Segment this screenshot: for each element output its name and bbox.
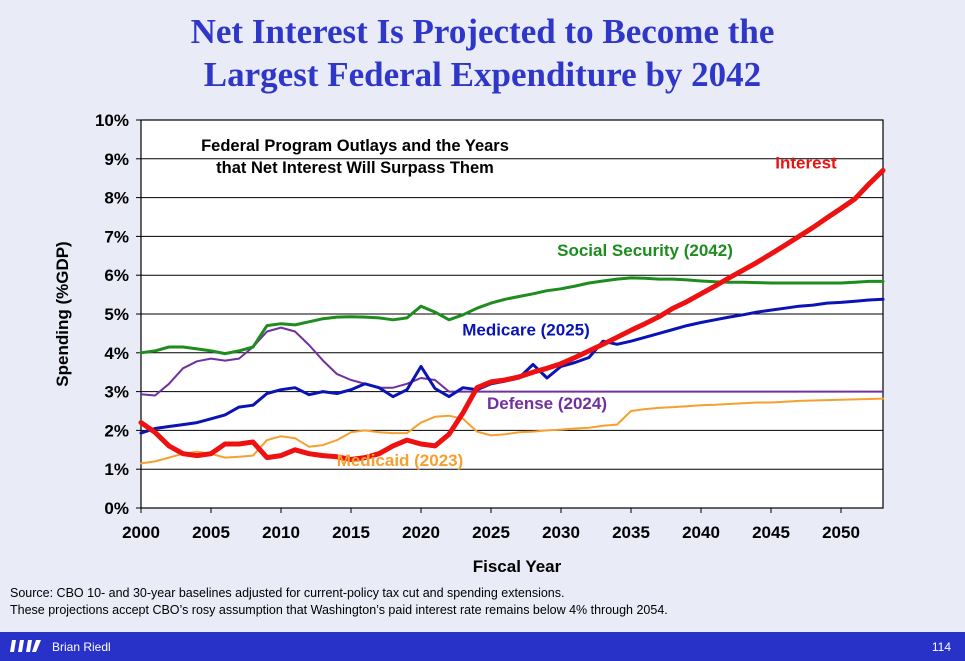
x-tick-label: 2045 bbox=[752, 523, 790, 542]
plot-border bbox=[140, 119, 884, 509]
page-number: 114 bbox=[931, 640, 951, 654]
y-axis-title: Spending (%GDP) bbox=[53, 241, 72, 386]
x-tick-label: 2035 bbox=[612, 523, 650, 542]
source-line2: These projections accept CBO’s rosy assu… bbox=[10, 603, 668, 617]
y-tick-label: 8% bbox=[104, 189, 129, 208]
y-tick-label: 10% bbox=[95, 111, 129, 130]
chart-title-line2: that Net Interest Will Surpass Them bbox=[216, 159, 494, 177]
y-tick-label: 0% bbox=[104, 499, 129, 518]
slide-title-line2: Largest Federal Expenditure by 2042 bbox=[203, 55, 762, 94]
chart-title-line1: Federal Program Outlays and the Years bbox=[201, 137, 509, 155]
x-tick-label: 2025 bbox=[472, 523, 510, 542]
x-tick-label: 2050 bbox=[822, 523, 860, 542]
y-tick-label: 3% bbox=[104, 383, 129, 402]
line-chart: 0% 1% 2% 3% 4% 5% 6% 7% 8% 9% 10% 2000 2005 2010 2015 2… bbox=[53, 111, 886, 576]
source-note: Source: CBO 10- and 30-year baselines ad… bbox=[10, 585, 668, 619]
series-label-medicaid: Medicaid (2023) bbox=[337, 451, 464, 470]
series-label-social-security: Social Security (2042) bbox=[557, 241, 733, 260]
source-line1: Source: CBO 10- and 30-year baselines ad… bbox=[10, 586, 565, 600]
footer-bar: Brian Riedl 114 bbox=[0, 632, 965, 661]
x-tick-label: 2030 bbox=[542, 523, 580, 542]
x-tick-label: 2005 bbox=[192, 523, 230, 542]
x-tick-label: 2000 bbox=[122, 523, 160, 542]
slide-title-line1: Net Interest Is Projected to Become the bbox=[190, 12, 775, 51]
series-line-social-security bbox=[139, 276, 885, 356]
y-tick-label: 2% bbox=[104, 421, 129, 440]
series-label-medicare: Medicare (2025) bbox=[462, 320, 590, 339]
series-label-defense: Defense (2024) bbox=[487, 394, 607, 413]
y-tick-label: 1% bbox=[104, 460, 129, 479]
y-tick-label: 5% bbox=[104, 305, 129, 324]
x-tick-label: 2010 bbox=[262, 523, 300, 542]
bars-logo-icon bbox=[10, 640, 41, 652]
series-line-interest bbox=[138, 167, 886, 462]
y-tick-label: 6% bbox=[104, 266, 129, 285]
series-line-defense bbox=[140, 326, 884, 397]
y-tick-label: 7% bbox=[104, 227, 129, 246]
x-axis-title: Fiscal Year bbox=[473, 557, 562, 576]
y-tick-label: 9% bbox=[104, 150, 129, 169]
x-tick-label: 2015 bbox=[332, 523, 370, 542]
author-name: Brian Riedl bbox=[52, 640, 111, 654]
x-tick-label: 2020 bbox=[402, 523, 440, 542]
x-tick-label: 2040 bbox=[682, 523, 720, 542]
series-line-medicaid bbox=[140, 397, 884, 465]
y-tick-label: 4% bbox=[104, 344, 129, 363]
series-label-interest: Interest bbox=[775, 154, 837, 173]
slide-title: Net Interest Is Projected to Become the … bbox=[0, 10, 965, 96]
